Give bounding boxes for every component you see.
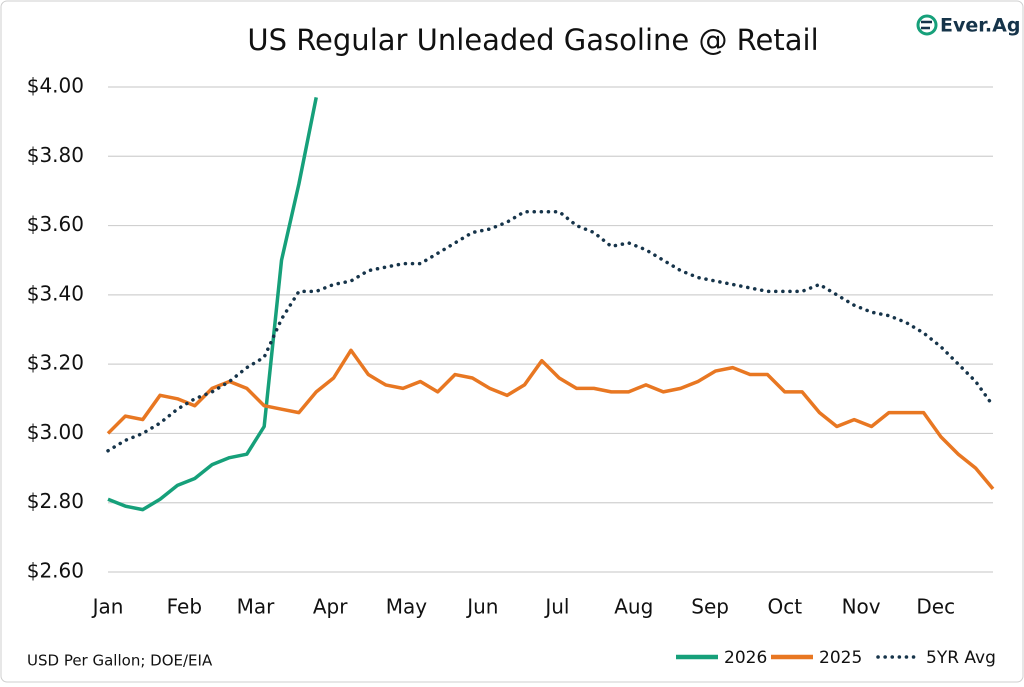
- series-line: [106, 348, 995, 490]
- brand-logo: Ever.Ag: [916, 14, 1020, 37]
- plot: [106, 97, 995, 512]
- x-tick-label: Apr: [313, 595, 348, 619]
- series-line: [107, 97, 318, 512]
- x-tick-label: Jan: [91, 595, 124, 619]
- x-tick-label: Nov: [842, 595, 881, 619]
- x-tick-label: Feb: [167, 595, 202, 619]
- x-tick-label: May: [386, 595, 428, 619]
- x-tick-label: Jun: [465, 595, 498, 619]
- x-tick-label: Mar: [237, 595, 276, 619]
- brand: Ever.Ag: [940, 15, 1020, 37]
- x-tick-label: Jul: [543, 595, 569, 619]
- x-tick-label: Dec: [916, 595, 955, 619]
- logo-icon-lines: [921, 20, 932, 30]
- grid: $2.60 $2.80 $3.00 $3.20 $3.40 $3.60 $3.80 $4.00…: [27, 74, 993, 619]
- x-tick-label: Aug: [614, 595, 653, 619]
- logo-icon: [916, 14, 938, 36]
- x-tick-label: Sep: [691, 595, 729, 619]
- chart-title: US Regular Unleaded Gasoline @ Retail: [247, 23, 818, 57]
- y-tick-label: $3.20: [27, 351, 84, 375]
- y-tick-label: $3.60: [27, 212, 84, 236]
- y-tick-label: $2.80: [27, 489, 84, 513]
- x-tick-label: Oct: [767, 595, 802, 619]
- legend: 2026 2025 5YR Avg: [676, 648, 996, 668]
- y-tick-label: $4.00: [27, 74, 84, 98]
- legend-label: 5YR Avg: [926, 648, 996, 668]
- source-note: USD Per Gallon; DOE/EIA: [27, 652, 213, 670]
- legend-label: 2026: [724, 648, 767, 668]
- y-tick-label: $2.60: [27, 559, 84, 583]
- legend-label: 2025: [819, 648, 862, 668]
- y-tick-label: $3.80: [27, 143, 84, 167]
- y-tick-label: $3.00: [27, 420, 84, 444]
- y-tick-label: $3.40: [27, 281, 84, 305]
